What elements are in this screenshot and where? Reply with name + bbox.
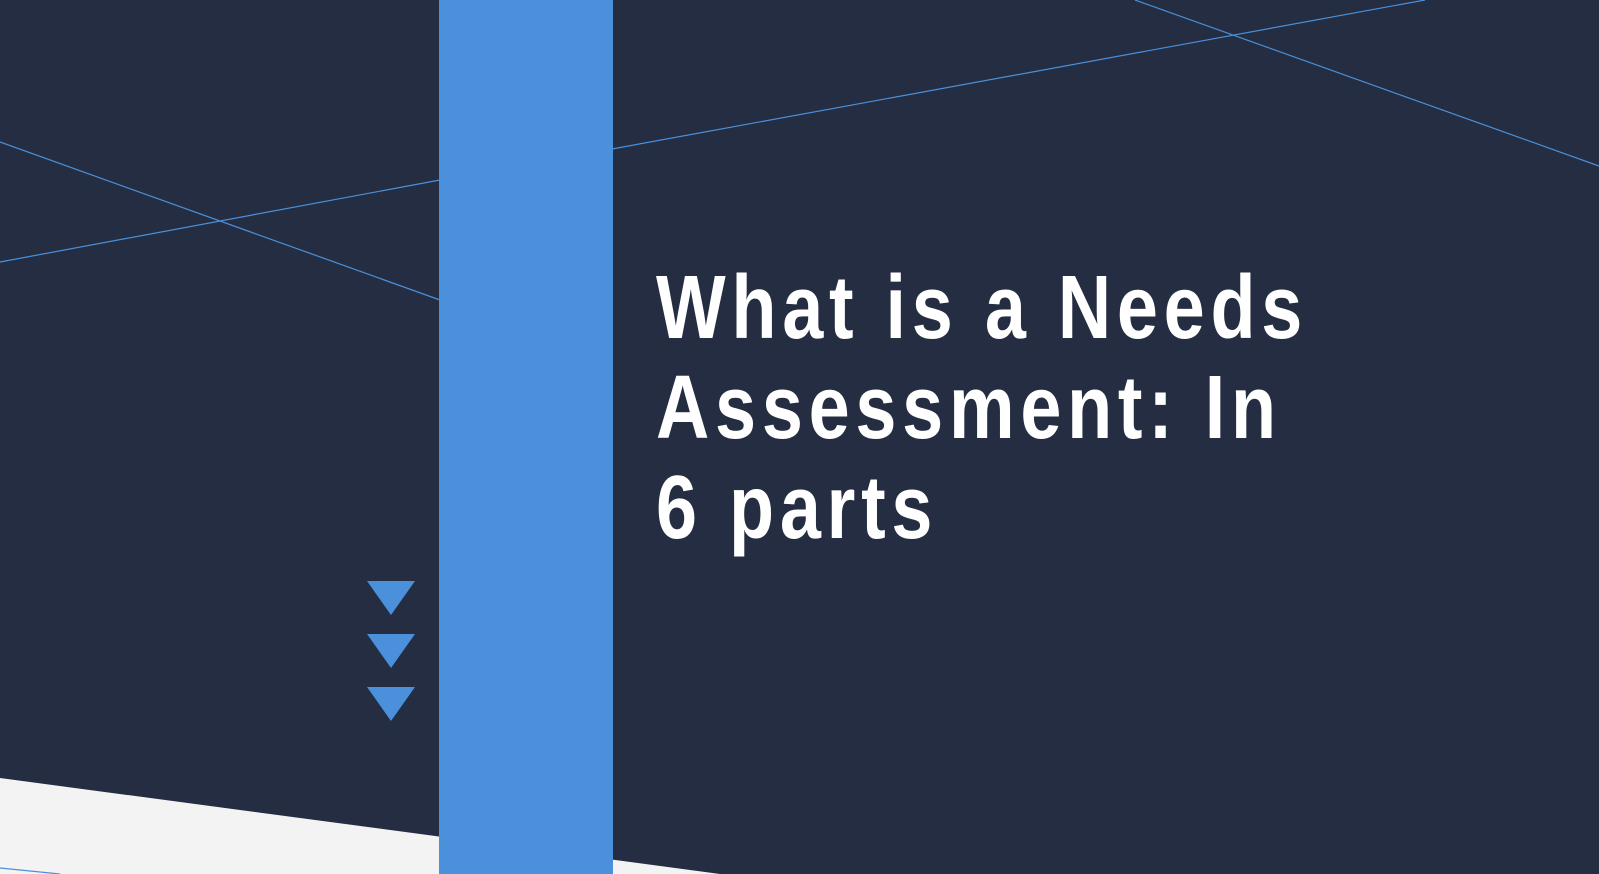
decorative-line [0,179,441,263]
down-triangle-icon [367,581,415,615]
decorative-line [611,0,1426,150]
down-triangle-icon [367,687,415,721]
vertical-accent-bar [439,0,613,874]
decorative-line [0,867,61,874]
slide-title: What is a Needs Assessment: In 6 parts [656,258,1309,558]
decorative-line [1134,0,1599,167]
down-triangle-icon [367,634,415,668]
